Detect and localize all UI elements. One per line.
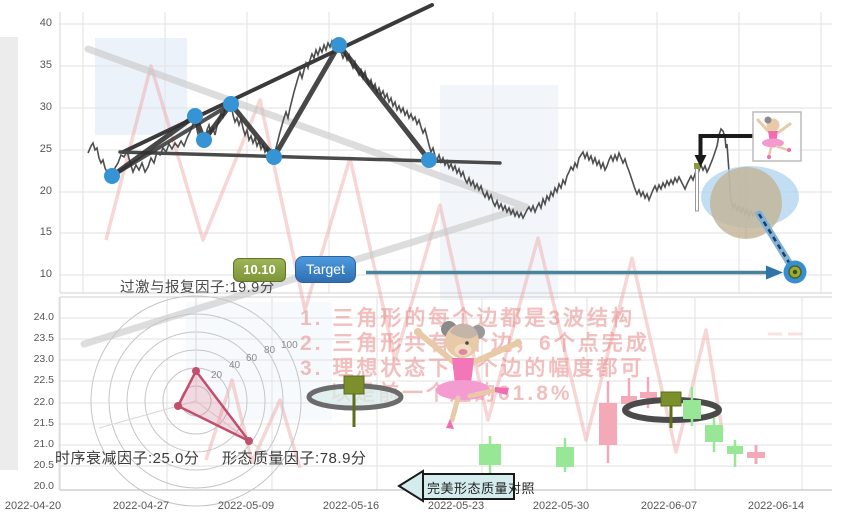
radar-polygon	[176, 369, 251, 443]
pivot-dot-7	[421, 152, 437, 168]
bottom-y-tick-210: 21.0	[33, 438, 54, 450]
date-label-2: 2022-04-27	[112, 500, 170, 512]
pivot-dot-5	[266, 149, 282, 165]
callout-arrow-shape[interactable]	[397, 469, 515, 503]
price-target-value-badge: 10.10	[233, 258, 286, 282]
date-label-1: 2022-04-20	[4, 500, 62, 512]
candles-right	[683, 387, 765, 467]
bottom-y-tick-220: 22.0	[33, 396, 54, 408]
decay-factor-label: 时序衰减因子:25.0分	[55, 450, 200, 467]
pivot-dots	[104, 37, 437, 184]
top-y-tick-10: 10	[39, 268, 52, 280]
upper-trendline	[121, 3, 434, 154]
radar-ring-label-20: 20	[211, 370, 223, 381]
ballerina-thumbnail-icon	[756, 116, 792, 159]
breakout-marker	[694, 163, 700, 212]
top-y-tick-35: 35	[39, 59, 52, 71]
top-y-tick-30: 30	[39, 101, 52, 113]
perfect-pattern-callout-label[interactable]: 完美形态质量对照	[427, 481, 536, 496]
bottom-y-tick-230: 23.0	[33, 353, 54, 365]
olive-candle-left	[343, 375, 365, 427]
pivot-dot-1	[104, 168, 120, 184]
radar-ring-label-60: 60	[246, 353, 258, 364]
pivot-dot-6	[331, 37, 347, 53]
target-dot	[783, 260, 807, 284]
breakout-arrow	[694, 134, 757, 167]
bottom-y-tick-215: 21.5	[33, 417, 54, 429]
projection-dashed-line	[755, 210, 797, 273]
top-y-tick-20: 20	[39, 185, 52, 197]
bottom-factor-labels: 时序衰减因子:25.0分 形态质量因子:78.9分	[55, 447, 384, 468]
radar-ring-label-80: 80	[264, 345, 276, 356]
pivot-dot-3	[196, 132, 212, 148]
pivot-dot-4	[223, 96, 239, 112]
ballerina-thumbnail-box	[752, 111, 802, 162]
bottom-y-tick-235: 23.5	[33, 332, 54, 344]
date-label-4: 2022-05-16	[322, 500, 380, 512]
quality-factor-label: 形态质量因子:78.9分	[222, 450, 367, 467]
target-button[interactable]: Target	[295, 256, 356, 283]
overreaction-factor-label: 过激与报复因子:19.9分	[120, 280, 275, 296]
top-chart-grid	[59, 12, 832, 294]
bottom-y-tick-200: 20.0	[33, 480, 54, 492]
top-y-tick-40: 40	[39, 17, 52, 29]
radar-ring-label-40: 40	[229, 360, 241, 371]
olive-candle-right	[660, 391, 682, 428]
bottom-y-tick-205: 20.5	[33, 459, 54, 471]
candles	[479, 377, 657, 476]
left-gray-strip	[0, 37, 18, 470]
radar-chart	[90, 295, 302, 507]
top-y-tick-15: 15	[39, 226, 52, 238]
date-label-7: 2022-06-07	[640, 500, 698, 512]
bottom-y-tick-240: 24.0	[33, 311, 54, 323]
pivot-dot-2	[187, 108, 203, 124]
date-label-8: 2022-06-14	[747, 500, 805, 512]
bottom-y-tick-225: 22.5	[33, 374, 54, 386]
date-label-5: 2022-05-23	[427, 500, 485, 512]
top-y-tick-25: 25	[39, 143, 52, 155]
ballerina-figure	[414, 321, 522, 429]
radar-ring-label-100: 100	[281, 340, 298, 351]
date-label-6: 2022-05-30	[532, 500, 590, 512]
date-label-3: 2022-05-09	[217, 500, 275, 512]
target-arrow	[366, 265, 783, 280]
